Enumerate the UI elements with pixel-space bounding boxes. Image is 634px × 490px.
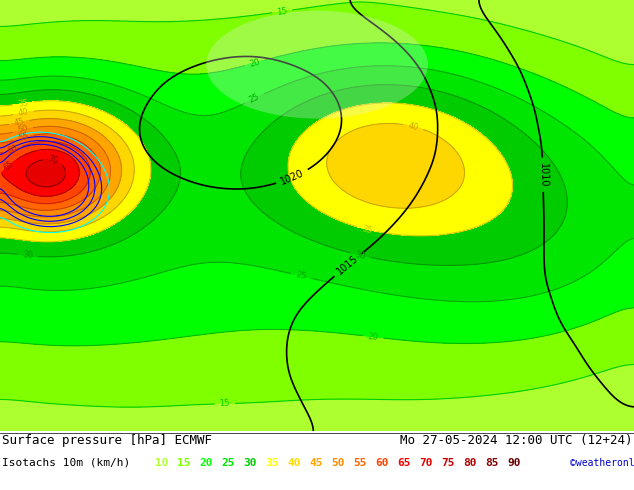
Text: 55: 55 [17, 132, 30, 144]
Text: 30: 30 [354, 250, 366, 261]
Text: 30: 30 [243, 458, 257, 467]
Text: 20: 20 [368, 332, 379, 342]
Text: 65: 65 [397, 458, 410, 467]
Text: 50: 50 [331, 458, 344, 467]
Text: 15: 15 [276, 6, 288, 17]
Text: 1010: 1010 [538, 162, 548, 187]
Text: 1015: 1015 [335, 253, 360, 277]
Text: 80: 80 [463, 458, 477, 467]
Text: 20: 20 [199, 458, 212, 467]
Text: Surface pressure [hPa] ECMWF: Surface pressure [hPa] ECMWF [2, 435, 212, 447]
FancyBboxPatch shape [0, 431, 634, 490]
Text: 45: 45 [13, 117, 25, 128]
Text: Isotachs 10m (km/h): Isotachs 10m (km/h) [2, 458, 130, 467]
Text: 85: 85 [485, 458, 498, 467]
Text: 45: 45 [309, 458, 323, 467]
Text: 65: 65 [1, 159, 15, 172]
Text: 15: 15 [219, 399, 230, 408]
Text: 35: 35 [17, 98, 29, 109]
Text: 75: 75 [441, 458, 455, 467]
Text: 35: 35 [361, 224, 373, 235]
Text: ©weatheronline.co.uk: ©weatheronline.co.uk [570, 458, 634, 467]
Text: 40: 40 [407, 121, 420, 132]
Text: 50: 50 [17, 124, 29, 135]
Ellipse shape [206, 11, 428, 119]
Text: 20: 20 [248, 57, 261, 69]
Text: Mo 27-05-2024 12:00 UTC (12+24): Mo 27-05-2024 12:00 UTC (12+24) [399, 435, 632, 447]
Text: 55: 55 [353, 458, 366, 467]
Text: 25: 25 [295, 270, 307, 282]
Text: 70: 70 [47, 155, 59, 166]
Text: 30: 30 [22, 250, 34, 261]
Text: 90: 90 [507, 458, 521, 467]
Text: 40: 40 [287, 458, 301, 467]
Text: 1020: 1020 [279, 168, 306, 187]
Text: 35: 35 [265, 458, 278, 467]
Text: 25: 25 [248, 92, 261, 105]
Text: 25: 25 [221, 458, 235, 467]
Text: 70: 70 [419, 458, 432, 467]
Text: 60: 60 [375, 458, 389, 467]
Text: 15: 15 [177, 458, 190, 467]
Text: 60: 60 [6, 144, 19, 156]
Text: 40: 40 [17, 108, 29, 118]
Text: 10: 10 [155, 458, 169, 467]
